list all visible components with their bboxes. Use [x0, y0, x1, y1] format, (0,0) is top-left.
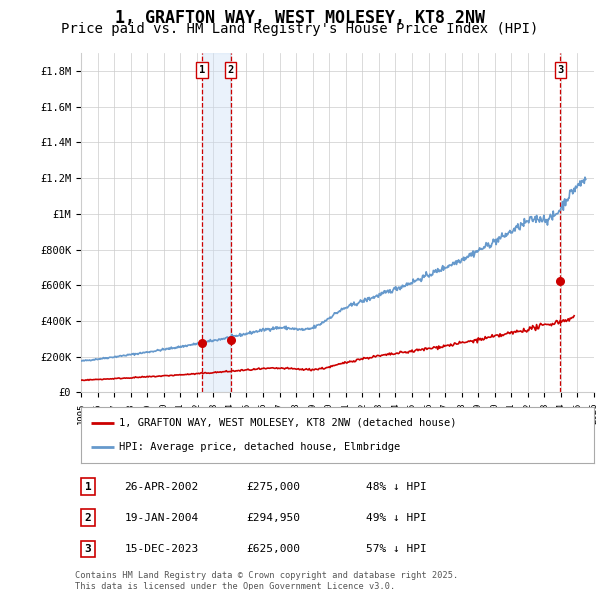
Text: 2: 2: [85, 513, 91, 523]
Text: £625,000: £625,000: [246, 544, 300, 554]
Text: 3: 3: [557, 65, 563, 75]
Text: 2: 2: [227, 65, 234, 75]
Text: 15-DEC-2023: 15-DEC-2023: [124, 544, 199, 554]
Text: 1: 1: [85, 481, 91, 491]
Text: £275,000: £275,000: [246, 481, 300, 491]
Text: 1, GRAFTON WAY, WEST MOLESEY, KT8 2NW (detached house): 1, GRAFTON WAY, WEST MOLESEY, KT8 2NW (d…: [119, 418, 457, 428]
Text: 49% ↓ HPI: 49% ↓ HPI: [365, 513, 427, 523]
Text: 3: 3: [85, 544, 91, 554]
Text: £294,950: £294,950: [246, 513, 300, 523]
Text: Contains HM Land Registry data © Crown copyright and database right 2025.: Contains HM Land Registry data © Crown c…: [75, 571, 458, 580]
Text: 1: 1: [199, 65, 205, 75]
Text: Price paid vs. HM Land Registry's House Price Index (HPI): Price paid vs. HM Land Registry's House …: [61, 22, 539, 36]
Bar: [202, 53, 231, 392]
Text: 57% ↓ HPI: 57% ↓ HPI: [365, 544, 427, 554]
Text: HPI: Average price, detached house, Elmbridge: HPI: Average price, detached house, Elmb…: [119, 442, 401, 453]
Text: 26-APR-2002: 26-APR-2002: [124, 481, 199, 491]
Text: 48% ↓ HPI: 48% ↓ HPI: [365, 481, 427, 491]
Text: 19-JAN-2004: 19-JAN-2004: [124, 513, 199, 523]
Text: 1, GRAFTON WAY, WEST MOLESEY, KT8 2NW: 1, GRAFTON WAY, WEST MOLESEY, KT8 2NW: [115, 9, 485, 27]
Text: This data is licensed under the Open Government Licence v3.0.: This data is licensed under the Open Gov…: [75, 582, 395, 590]
